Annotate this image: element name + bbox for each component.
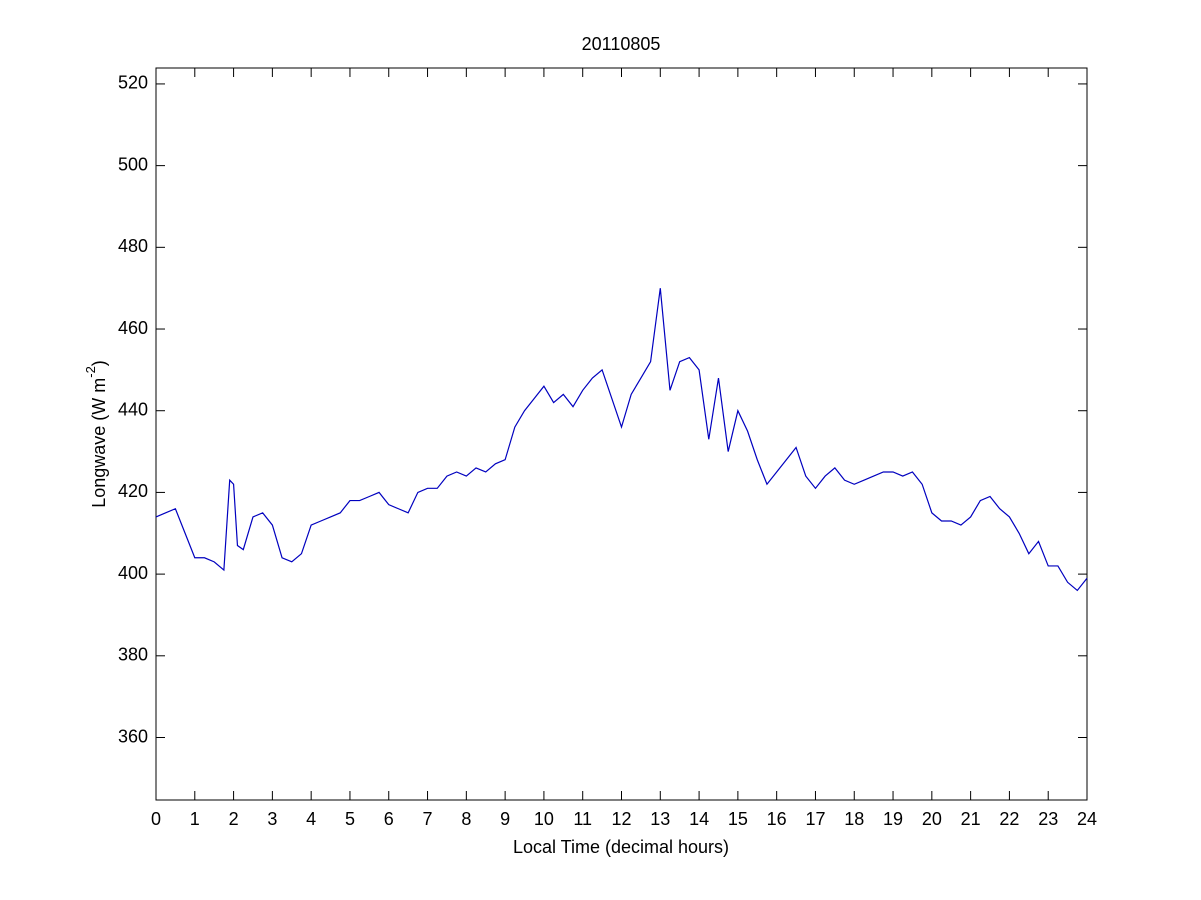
x-tick-label: 13 (650, 809, 670, 829)
y-axis-label-main: Longwave (W m (89, 378, 109, 508)
y-tick-label: 360 (118, 726, 148, 746)
x-tick-label: 0 (151, 809, 161, 829)
x-tick-label: 9 (500, 809, 510, 829)
y-tick-label: 380 (118, 645, 148, 665)
y-tick-label: 520 (118, 73, 148, 93)
y-tick-label: 440 (118, 399, 148, 419)
plot-frame (155, 67, 1088, 801)
x-tick-label: 17 (805, 809, 825, 829)
x-tick-label: 19 (883, 809, 903, 829)
x-tick-label: 22 (999, 809, 1019, 829)
x-tick-label: 12 (611, 809, 631, 829)
x-tick-label: 20 (922, 809, 942, 829)
x-tick-label: 10 (534, 809, 554, 829)
x-tick-label: 15 (728, 809, 748, 829)
x-tick-label: 21 (961, 809, 981, 829)
x-tick-label: 18 (844, 809, 864, 829)
y-tick-label: 460 (118, 318, 148, 338)
x-tick-label: 24 (1077, 809, 1097, 829)
y-axis-label-end: ) (89, 360, 109, 366)
y-axis-label: Longwave (W m-2) (83, 360, 108, 508)
x-axis-label: Local Time (decimal hours) (513, 837, 729, 857)
x-tick-label: 8 (461, 809, 471, 829)
x-tick-label: 4 (306, 809, 316, 829)
x-tick-label: 5 (345, 809, 355, 829)
data-line (155, 288, 1088, 592)
x-tick-label: 16 (767, 809, 787, 829)
x-tick-label: 1 (190, 809, 200, 829)
x-tick-label: 14 (689, 809, 709, 829)
y-tick-label: 420 (118, 481, 148, 501)
y-tick-label: 480 (118, 236, 148, 256)
y-tick-label: 400 (118, 563, 148, 583)
x-tick-label: 23 (1038, 809, 1058, 829)
y-tick-label: 500 (118, 154, 148, 174)
x-tick-label: 6 (384, 809, 394, 829)
y-axis-label-sup: -2 (83, 366, 98, 378)
x-tick-label: 3 (267, 809, 277, 829)
x-tick-label: 2 (229, 809, 239, 829)
x-tick-label: 7 (423, 809, 433, 829)
chart-title: 20110805 (582, 34, 661, 54)
x-tick-label: 11 (573, 809, 592, 829)
